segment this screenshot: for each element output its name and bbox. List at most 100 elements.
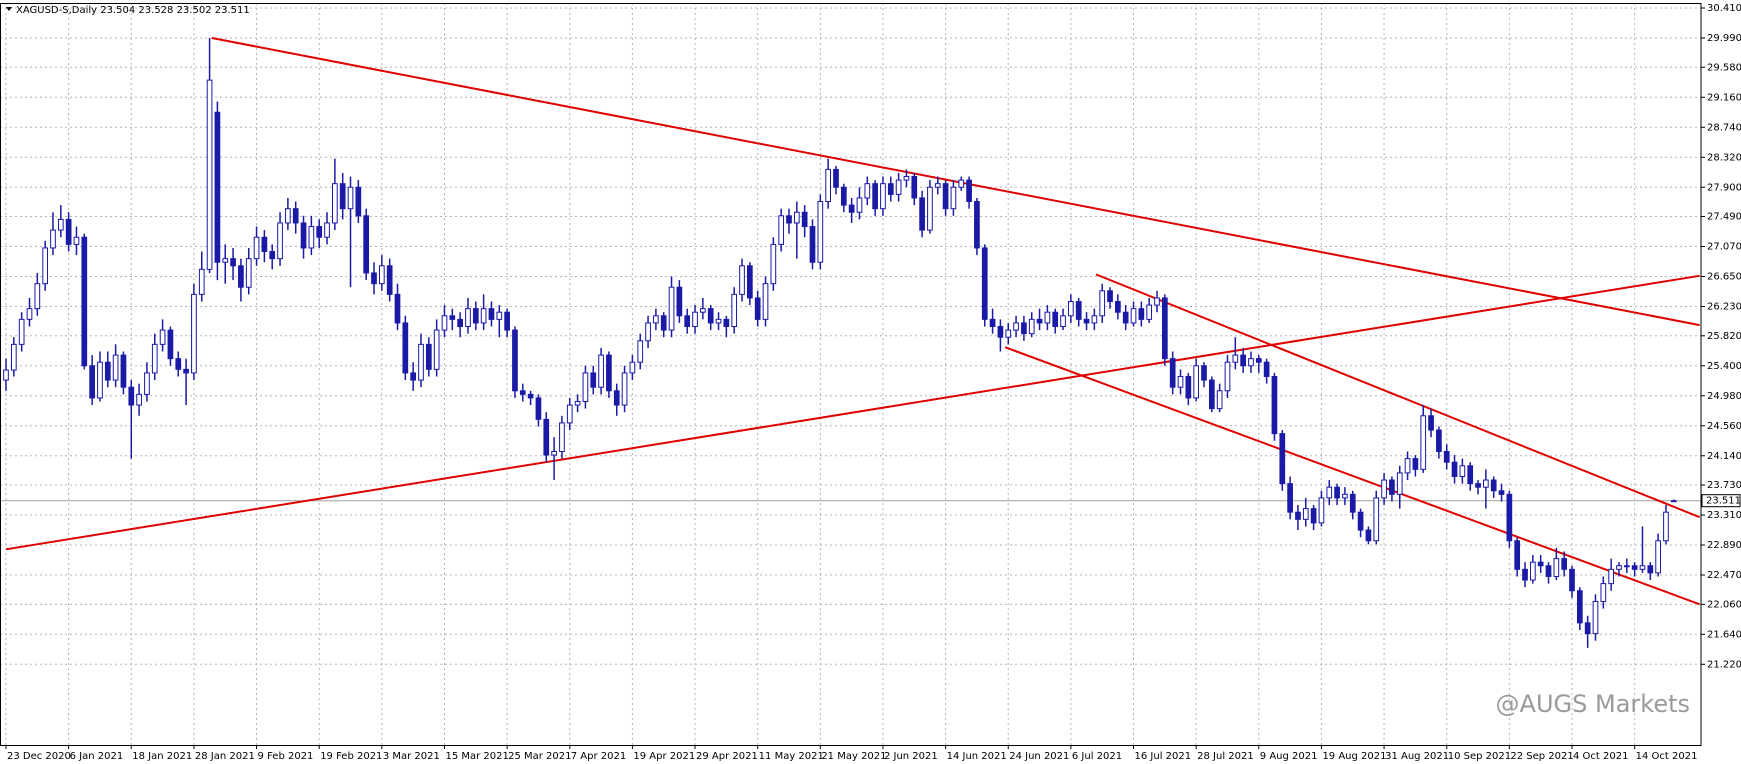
candle-body bbox=[1224, 361, 1231, 392]
y-tick-label: 27.070 bbox=[1707, 242, 1741, 253]
candle-body bbox=[653, 315, 659, 324]
candle-body bbox=[1483, 479, 1489, 488]
candle-body bbox=[1122, 311, 1129, 324]
candle-body bbox=[394, 293, 401, 324]
x-tick-label: 14 Jun 2021 bbox=[947, 751, 1007, 762]
candle-body bbox=[1647, 565, 1654, 574]
candle-body bbox=[1138, 308, 1145, 320]
trendline bbox=[1004, 346, 1700, 606]
candle-body bbox=[903, 176, 910, 181]
candle-body bbox=[151, 343, 158, 374]
candle-body bbox=[1584, 622, 1591, 635]
candle-body bbox=[840, 186, 847, 206]
candle-body bbox=[1670, 500, 1677, 503]
candle-body bbox=[159, 329, 166, 345]
candle-body bbox=[715, 318, 722, 324]
candle-body bbox=[73, 236, 80, 245]
candle-body bbox=[692, 311, 698, 328]
candle-body bbox=[786, 215, 792, 224]
trendline bbox=[1095, 273, 1701, 519]
candle-body bbox=[1569, 568, 1575, 592]
candle-body bbox=[1373, 497, 1380, 542]
candle-body bbox=[1052, 311, 1059, 328]
y-tick-label: 23.730 bbox=[1707, 480, 1741, 491]
x-tick-label: 21 May 2021 bbox=[821, 751, 886, 762]
candle-body bbox=[543, 418, 550, 456]
trendline bbox=[211, 37, 1700, 327]
candle-body bbox=[1083, 318, 1090, 324]
candle-body bbox=[1161, 297, 1168, 360]
x-tick-label: 9 Feb 2021 bbox=[258, 751, 314, 762]
candle-body bbox=[472, 308, 479, 324]
y-tick-label: 21.640 bbox=[1707, 629, 1741, 640]
candle-body bbox=[1412, 458, 1419, 470]
x-tick-label: 14 Oct 2021 bbox=[1636, 751, 1698, 762]
price-marker-label: 23.511 bbox=[1706, 496, 1741, 507]
candle-body bbox=[566, 404, 573, 424]
candle-body bbox=[1028, 318, 1035, 335]
candle-body bbox=[559, 422, 565, 452]
x-tick-label: 15 Mar 2021 bbox=[445, 751, 508, 762]
candle-body bbox=[1404, 458, 1411, 474]
candle-body bbox=[57, 218, 64, 231]
candle-body bbox=[1576, 590, 1583, 624]
candle-body bbox=[50, 229, 56, 249]
axes: 30.410 29.990 29.580 29.160 28.740 28.320 27.9… bbox=[5, 3, 1741, 762]
candle-body bbox=[339, 183, 346, 210]
y-tick-label: 29.990 bbox=[1707, 33, 1741, 44]
candle-body bbox=[1005, 329, 1012, 338]
candle-body bbox=[10, 343, 17, 371]
candle-body bbox=[1021, 322, 1027, 335]
candle-body bbox=[300, 222, 307, 249]
candle-body bbox=[1639, 565, 1646, 570]
candle-body bbox=[97, 361, 103, 399]
candle-body bbox=[1498, 490, 1505, 495]
candle-body bbox=[496, 311, 503, 320]
candle-body bbox=[386, 265, 393, 295]
candle-body bbox=[1115, 301, 1121, 313]
candle-body bbox=[527, 393, 534, 399]
x-tick-label: 19 Aug 2021 bbox=[1322, 751, 1386, 762]
candle-body bbox=[26, 308, 33, 320]
x-tick-label: 2 Jun 2021 bbox=[884, 751, 938, 762]
candle-body bbox=[1044, 311, 1051, 324]
candle-body bbox=[18, 318, 25, 345]
y-tick-label: 23.310 bbox=[1707, 510, 1741, 521]
candle-body bbox=[1075, 301, 1082, 320]
candle-body bbox=[1365, 529, 1372, 542]
candle-body bbox=[1169, 358, 1176, 388]
y-tick-label: 28.320 bbox=[1707, 152, 1741, 163]
x-tick-label: 28 Jan 2021 bbox=[195, 751, 255, 762]
candle-body bbox=[1177, 375, 1184, 388]
candle-body bbox=[911, 176, 918, 199]
candle-body bbox=[34, 283, 41, 310]
x-tick-label: 24 Jun 2021 bbox=[1009, 751, 1069, 762]
candle-body bbox=[238, 265, 244, 288]
candle-body bbox=[1146, 304, 1153, 320]
candle-body bbox=[1475, 483, 1481, 488]
x-tick-label: 31 Aug 2021 bbox=[1385, 751, 1449, 762]
candle-body bbox=[1663, 511, 1669, 542]
candle-body bbox=[825, 168, 831, 203]
x-tick-label: 4 Oct 2021 bbox=[1573, 751, 1628, 762]
candle-body bbox=[1514, 540, 1521, 570]
y-tick-label: 22.470 bbox=[1707, 570, 1741, 581]
candle-body bbox=[848, 204, 855, 213]
candle-body bbox=[1561, 558, 1568, 570]
candle-body bbox=[637, 340, 644, 363]
x-tick-label: 3 Mar 2021 bbox=[383, 751, 440, 762]
candle-body bbox=[1193, 365, 1200, 399]
candle-body bbox=[222, 258, 229, 263]
y-tick-label: 24.560 bbox=[1707, 421, 1741, 432]
candle-body bbox=[778, 215, 785, 245]
candle-body bbox=[136, 393, 142, 406]
candle-body bbox=[1592, 600, 1599, 635]
candle-body bbox=[981, 247, 988, 320]
candle-body bbox=[1310, 508, 1317, 524]
candle-body bbox=[887, 183, 894, 195]
candle-body bbox=[1255, 358, 1262, 363]
candle-body bbox=[989, 318, 996, 328]
candle-body bbox=[104, 361, 111, 381]
y-tick-label: 24.140 bbox=[1707, 451, 1741, 462]
candle-body bbox=[1553, 558, 1560, 577]
